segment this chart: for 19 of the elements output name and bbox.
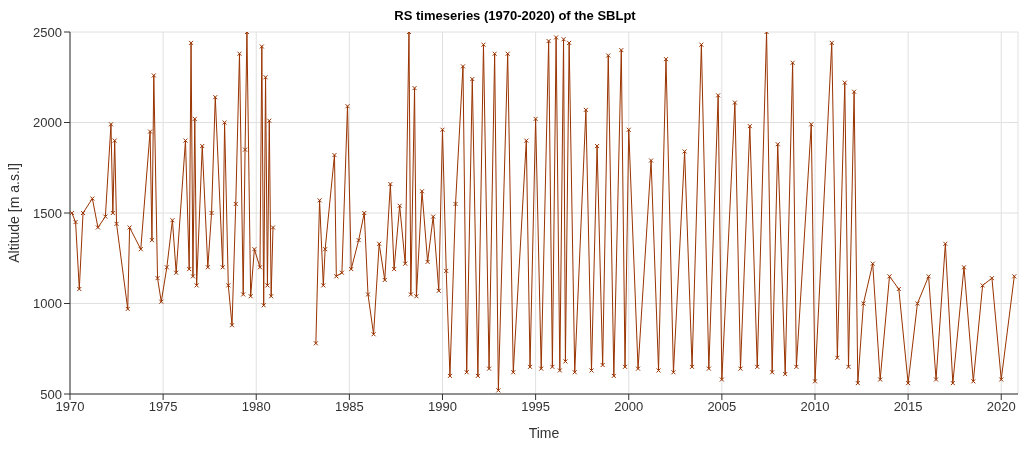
- x-tick-label: 2020: [986, 399, 1016, 415]
- y-tick-label: 1000: [33, 296, 62, 312]
- x-tick-label: 2005: [707, 399, 737, 415]
- x-tick-label: 1975: [148, 399, 178, 415]
- x-tick-label: 1980: [241, 399, 271, 415]
- x-axis-title: Time: [528, 425, 560, 441]
- y-tick-label: 2000: [33, 115, 62, 131]
- x-tick-label: 1985: [334, 399, 364, 415]
- y-tick-label: 500: [40, 386, 62, 402]
- y-axis-title: Altitude [m a.s.l]: [5, 163, 22, 263]
- x-tick-label: 2010: [800, 399, 830, 415]
- x-tick-label: 2015: [893, 399, 923, 415]
- x-tick-label: 1995: [521, 399, 551, 415]
- x-tick-label: 1990: [428, 399, 457, 415]
- chart-title: RS timeseries (1970-2020) of the SBLpt: [393, 8, 637, 23]
- y-tick-label: 2500: [33, 24, 62, 40]
- x-tick-label: 2000: [614, 399, 644, 415]
- x-tick-label: 1970: [55, 399, 85, 415]
- y-tick-label: 1500: [33, 205, 62, 221]
